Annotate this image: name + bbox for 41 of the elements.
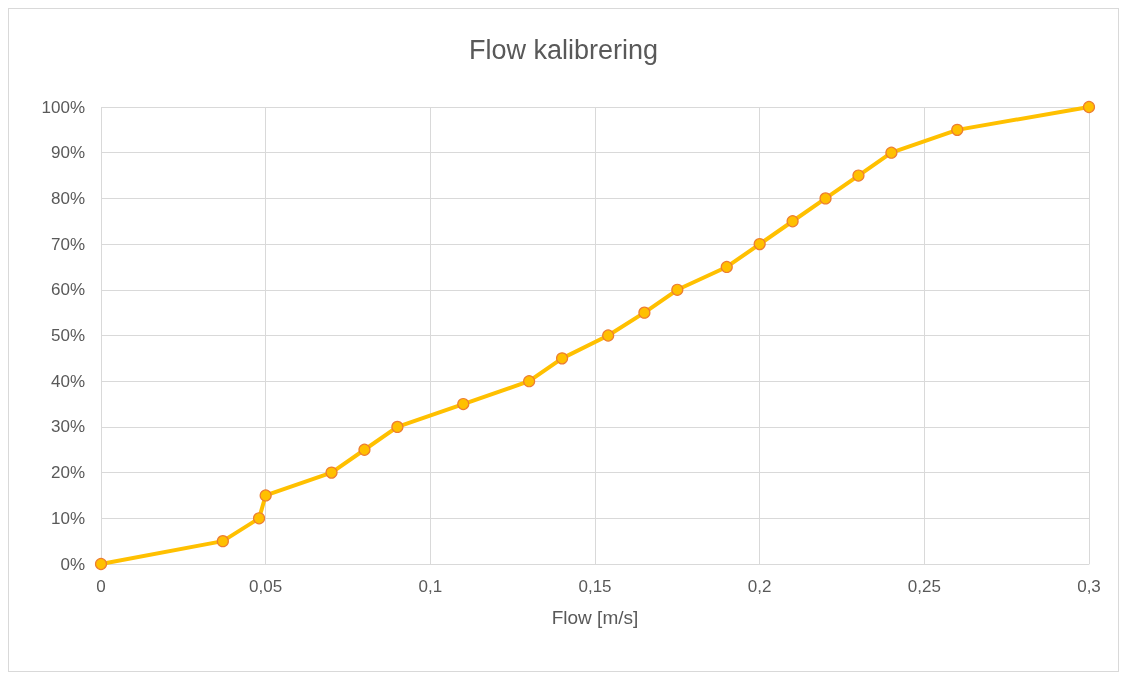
x-tick-label: 0,3 — [1077, 577, 1101, 596]
point — [819, 192, 832, 205]
y-tick-label: 90% — [50, 143, 85, 163]
y-tick-label: 100% — [41, 97, 85, 117]
y-tick-label: 60% — [50, 280, 85, 300]
point — [753, 238, 766, 251]
point — [94, 557, 108, 571]
point — [602, 329, 615, 342]
x-tick-label: 0 — [96, 577, 106, 596]
point — [325, 466, 338, 479]
x-tick-label: 0,2 — [747, 577, 772, 596]
x-tick-label: 0,25 — [907, 577, 941, 596]
point — [523, 375, 536, 388]
point — [555, 352, 569, 365]
point — [358, 443, 371, 456]
y-tick-label: 30% — [50, 417, 85, 437]
point — [1082, 100, 1096, 114]
point — [951, 123, 964, 136]
point — [457, 397, 470, 411]
y-tick-label: 10% — [50, 508, 85, 528]
x-axis-title: Flow [m/s] — [551, 607, 639, 628]
point — [391, 420, 404, 433]
y-tick-label: 40% — [50, 371, 85, 391]
point — [638, 306, 651, 319]
y-tick-label: 20% — [50, 463, 85, 483]
point — [252, 512, 266, 525]
point — [216, 535, 229, 548]
point — [259, 489, 272, 502]
x-tick-label: 0,1 — [418, 577, 443, 596]
point — [786, 215, 799, 228]
point — [852, 169, 865, 182]
y-tick-label: 80% — [50, 188, 85, 208]
point — [671, 283, 684, 296]
y-tick-label: 50% — [50, 326, 85, 345]
point — [885, 146, 898, 159]
x-tick-label: 0,15 — [578, 577, 612, 596]
x-tick-label: 0,05 — [249, 577, 283, 596]
point — [720, 260, 733, 274]
y-tick-label: 70% — [50, 234, 85, 254]
y-tick-label: 0% — [60, 554, 85, 574]
chart-title: Flow kalibrering — [468, 34, 659, 65]
